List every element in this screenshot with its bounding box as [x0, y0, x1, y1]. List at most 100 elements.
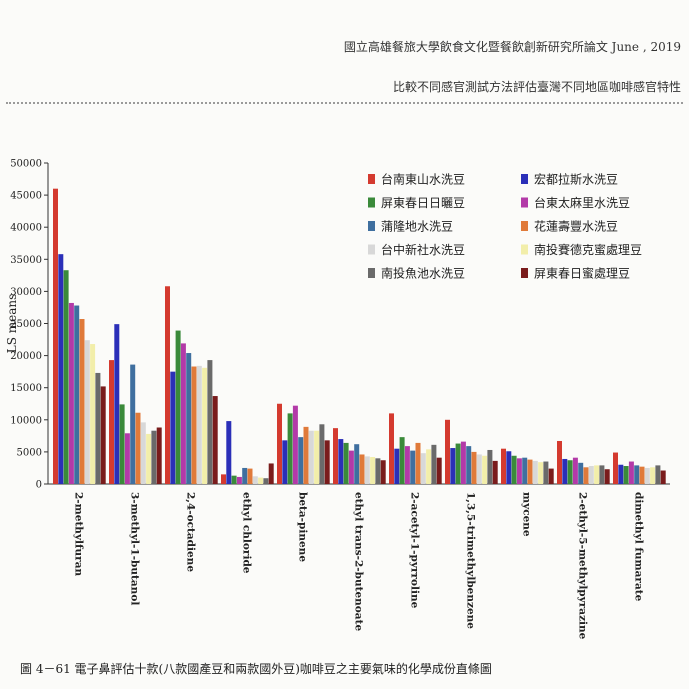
bar [207, 360, 213, 484]
y-tick-label: 50000 [10, 159, 42, 170]
y-tick-label: 0 [36, 480, 42, 491]
thesis-subtitle: 比較不同感官測試方法評估臺灣不同地區咖啡感官特性 [392, 80, 681, 94]
thesis-header: 國立高雄餐旅大學飲食文化暨餐飲創新研究所論文 June , 2019 [343, 40, 681, 54]
bar [268, 463, 274, 484]
legend-swatch [368, 244, 375, 255]
bar [450, 448, 456, 484]
bar [543, 461, 549, 484]
legend-swatch [368, 268, 375, 278]
bar [124, 433, 130, 484]
legend-swatch [521, 268, 528, 278]
bar [165, 286, 170, 484]
bar [100, 386, 106, 484]
bar [186, 353, 192, 484]
y-tick-label: 30000 [10, 287, 42, 298]
bar [655, 465, 661, 484]
bar [426, 449, 432, 484]
bar [604, 469, 610, 484]
bar [135, 412, 141, 484]
bar [156, 427, 162, 484]
bar [79, 319, 85, 484]
x-tick-label: mycene [521, 492, 533, 537]
bar [364, 456, 370, 484]
bar [338, 439, 344, 484]
bar [375, 458, 381, 484]
bar [175, 330, 181, 484]
bar [588, 466, 594, 484]
bar [394, 448, 400, 484]
bar [308, 430, 314, 484]
bar [277, 403, 282, 484]
bar [527, 459, 533, 484]
bar [436, 457, 442, 484]
bar [348, 450, 354, 484]
bar [109, 360, 114, 484]
bar [370, 457, 376, 484]
legend-swatch [521, 244, 528, 255]
bar [202, 367, 208, 484]
legend-swatch [521, 221, 528, 231]
header-divider [6, 102, 683, 104]
bar [292, 405, 298, 484]
bar [501, 448, 506, 484]
bar [634, 465, 640, 484]
bar [180, 343, 186, 484]
bar [460, 441, 466, 484]
x-tick-label: dimethyl fumarate [633, 492, 645, 602]
bar [247, 468, 253, 484]
bar [538, 462, 544, 484]
bar [303, 426, 309, 484]
bar [628, 461, 634, 484]
bar [623, 466, 629, 484]
bar [343, 442, 349, 484]
bar [404, 446, 410, 484]
legend-label: 蒲隆地水洗豆 [381, 219, 453, 234]
x-tick-label: 2-methylfuran [73, 492, 85, 577]
bar [231, 475, 237, 484]
bar [644, 467, 650, 484]
bar [140, 422, 146, 484]
x-tick-label: ethyl chloride [241, 492, 253, 574]
y-tick-label: 45000 [10, 191, 42, 202]
bar [516, 458, 522, 484]
y-tick-label: 15000 [10, 383, 42, 394]
bar [557, 440, 562, 484]
bar [319, 424, 325, 484]
bar [354, 444, 360, 484]
legend-label: 台中新社水洗豆 [381, 242, 465, 257]
bar [399, 437, 405, 484]
figure-caption: 圖 4－61 電子鼻評估十款(八款國產豆和兩款國外豆)咖啡豆之主要氣味的化學成份… [20, 662, 492, 676]
bar [420, 453, 426, 484]
y-tick-label: 40000 [10, 223, 42, 234]
bar [314, 430, 320, 484]
x-tick-label: 2-acetyl-1-pyrroline [409, 492, 421, 609]
legend-label: 南投賽德克蜜處理豆 [534, 242, 642, 257]
legend-swatch [368, 197, 375, 208]
bar [618, 464, 624, 484]
y-tick-label: 35000 [10, 255, 42, 266]
bar [263, 478, 269, 484]
bar [196, 365, 202, 484]
bar [567, 460, 573, 484]
y-tick-label: 10000 [10, 415, 42, 426]
legend-swatch [368, 174, 375, 184]
y-axis-label: LS means [5, 294, 19, 354]
bar [84, 340, 90, 484]
bar [221, 474, 226, 484]
bar [95, 372, 101, 484]
bar [226, 421, 232, 484]
y-tick-label: 25000 [10, 319, 42, 330]
bar [548, 468, 554, 484]
bar [511, 455, 517, 484]
x-tick-label: ethyl trans-2-butenoate [353, 492, 365, 631]
bar [410, 450, 416, 484]
bar [492, 460, 498, 484]
x-tick-label: 2,4-octadiene [185, 492, 197, 572]
bar [594, 465, 600, 484]
bar [114, 324, 120, 484]
y-tick-label: 5000 [17, 447, 42, 458]
bar [455, 443, 461, 484]
bar [487, 449, 493, 484]
bar [431, 444, 437, 484]
bar [287, 413, 293, 484]
